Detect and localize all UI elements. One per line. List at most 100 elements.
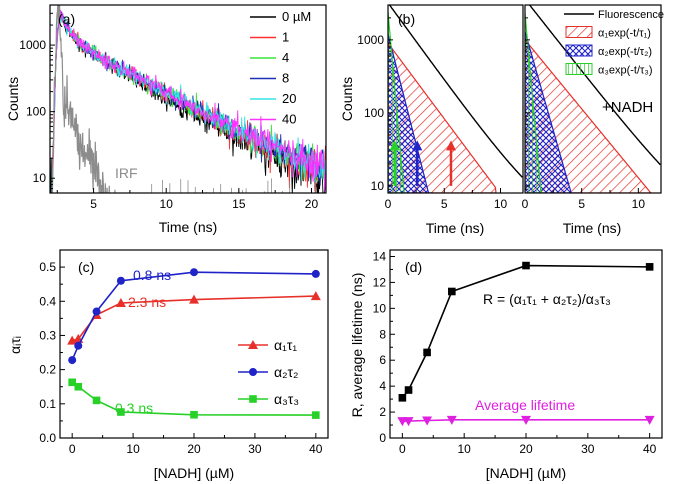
panel-b-legend: Fluorescence α₁exp(-t/τ₁) α₂exp(-t/τ₂) α₃ex… (564, 9, 664, 77)
data-point (644, 415, 655, 425)
panel-a-frame (49, 4, 327, 194)
panel-b: 0 5 10 10 100 1000 0 5 10 (b) Time (ns) Time (ns… (339, 4, 664, 236)
data-point (446, 415, 457, 425)
panel-a-ticks: 5 10 15 20 10 100 1000 (19, 4, 319, 211)
panel-b-label: (b) (398, 11, 415, 27)
panel-d-ytick-label: 2 (379, 405, 386, 419)
panel-d-ticks: 0 10 20 30 40 0 2 4 6 8 10 12 14 (373, 249, 657, 456)
data-point (312, 411, 320, 419)
trace-2 (51, 12, 326, 193)
panel-d-ytick-label: 0 (379, 431, 386, 445)
panel-b-ytick-label: 1000 (357, 33, 384, 47)
panel-b-ytick-label: 100 (364, 106, 384, 120)
data-point (115, 297, 126, 307)
panel-c-ylabel: αᵢτᵢ (7, 336, 23, 354)
data-point (74, 341, 83, 350)
panel-b-ylabel: Counts (339, 77, 355, 121)
fluorescence-curve (528, 5, 661, 166)
panel-c-xlabel: [NADH] (µM) (154, 465, 234, 481)
panel-d-xtick-label: 40 (643, 442, 657, 456)
panel-d-xtick-label: 20 (519, 442, 533, 456)
panel-b-right-xlabel: Time (ns) (563, 220, 622, 236)
panel-a-label: (a) (58, 11, 75, 27)
fluorescence-curve (388, 5, 523, 178)
panel-d-label: (d) (405, 259, 422, 275)
panel-d-ylabel: R, average lifetime (ns) (349, 273, 365, 418)
panel-d-ytick-label: 12 (373, 275, 387, 289)
panel-c-xtick-label: 20 (187, 442, 201, 456)
legend-label: Fluorescence (598, 9, 664, 21)
panel-a-xtick-label: 20 (305, 197, 319, 211)
panel-b-right-frame (524, 4, 662, 194)
panel-a-ytick-label: 1000 (19, 38, 46, 52)
panel-c-ytick-label: 0.4 (39, 294, 56, 308)
component-area-2 (525, 31, 580, 193)
equation-annotation: R = (α₁τ₁ + α₂τ₂)/α₃τ₃ (483, 291, 611, 307)
panel-b-left-content (388, 5, 523, 193)
panel-d-series (397, 261, 655, 427)
panel-d-xtick-label: 30 (581, 442, 595, 456)
legend-marker (249, 368, 257, 376)
panel-b-ticks: 0 5 10 10 100 1000 0 5 10 (357, 4, 645, 211)
nadh-annotation: +NADH (602, 99, 653, 116)
average-lifetime-label: Average lifetime (475, 397, 575, 413)
panel-c-legend: α₁τ₁ α₂τ₂ α₃τ₃ (238, 337, 299, 407)
panel-a-ylabel: Counts (5, 77, 21, 121)
legend-label: α₁exp(-t/τ₁) (598, 28, 651, 40)
data-point (403, 417, 414, 427)
data-point (117, 408, 125, 416)
data-point (398, 394, 407, 402)
panel-b-xtick-label: 10 (494, 197, 508, 211)
data-point (311, 269, 320, 278)
data-point (422, 416, 433, 426)
data-point (645, 263, 654, 271)
legend-label: α₃τ₃ (274, 391, 299, 407)
panel-b-right-content (525, 5, 661, 193)
panel-c-ytick-label: 0.3 (39, 328, 56, 342)
panel-d: 0 10 20 30 40 0 2 4 6 8 10 12 14 (d) [NADH] (µM) R, … (349, 249, 663, 481)
panel-c-ytick-label: 0.1 (39, 397, 56, 411)
panel-c-ticks: 0 10 20 30 40 0.0 0.1 0.2 0.3 0.4 0.5 (39, 260, 322, 456)
legend-label: 0 µM (282, 9, 311, 24)
panel-b-ytick-label: 10 (371, 179, 385, 193)
panel-b-xtick-label: 0 (385, 197, 392, 211)
legend-swatch (565, 44, 593, 57)
legend-marker (249, 395, 257, 403)
arrow-head-0 (446, 140, 456, 151)
panel-a-xlabel: Time (ns) (159, 219, 218, 235)
panel-d-xlabel: [NADH] (µM) (486, 465, 566, 481)
arrow-head-1 (412, 140, 423, 151)
legend-label: 1 (282, 30, 289, 45)
panel-c-series (67, 268, 321, 419)
data-point (522, 261, 530, 270)
legend-swatch (565, 63, 593, 75)
panel-d-ytick-label: 4 (379, 379, 386, 393)
panel-b-left-xlabel: Time (ns) (426, 220, 485, 236)
data-point (92, 396, 101, 405)
panel-d-ytick-label: 8 (379, 327, 386, 341)
data-point (74, 382, 83, 391)
panel-c-ytick-label: 0.2 (39, 363, 56, 377)
legend-label: 8 (282, 71, 289, 86)
panel-c-annotations: 2.3 ns 0.8 ns 0.3 ns (115, 267, 171, 416)
panel-c-xtick-label: 0 (69, 442, 76, 456)
panel-b-xtick-label: 5 (578, 197, 585, 211)
series-line-0 (401, 264, 650, 399)
data-point (190, 410, 198, 419)
panel-a-xtick-label: 10 (160, 197, 174, 211)
data-point (68, 356, 77, 365)
legend-label: α₂τ₂ (274, 364, 299, 380)
panel-d-xtick-label: 10 (458, 442, 472, 456)
panel-d-xtick-label: 0 (399, 442, 406, 456)
legend-label: 40 (282, 112, 296, 127)
panel-a-legend: 0 µM 1 4 8 20 40 (250, 9, 311, 127)
panel-c-ytick-label: 0.0 (39, 431, 56, 445)
panel-c-xtick-label: 30 (248, 442, 262, 456)
arrow-head-2 (389, 140, 400, 151)
panel-a-traces (50, 5, 326, 193)
data-point (68, 378, 76, 387)
panel-c: 0 10 20 30 40 0.0 0.1 0.2 0.3 0.4 0.5 (c) [NADH] (… (7, 249, 329, 481)
panel-b-xtick-label: 0 (522, 197, 529, 211)
irf-trace (51, 5, 116, 193)
